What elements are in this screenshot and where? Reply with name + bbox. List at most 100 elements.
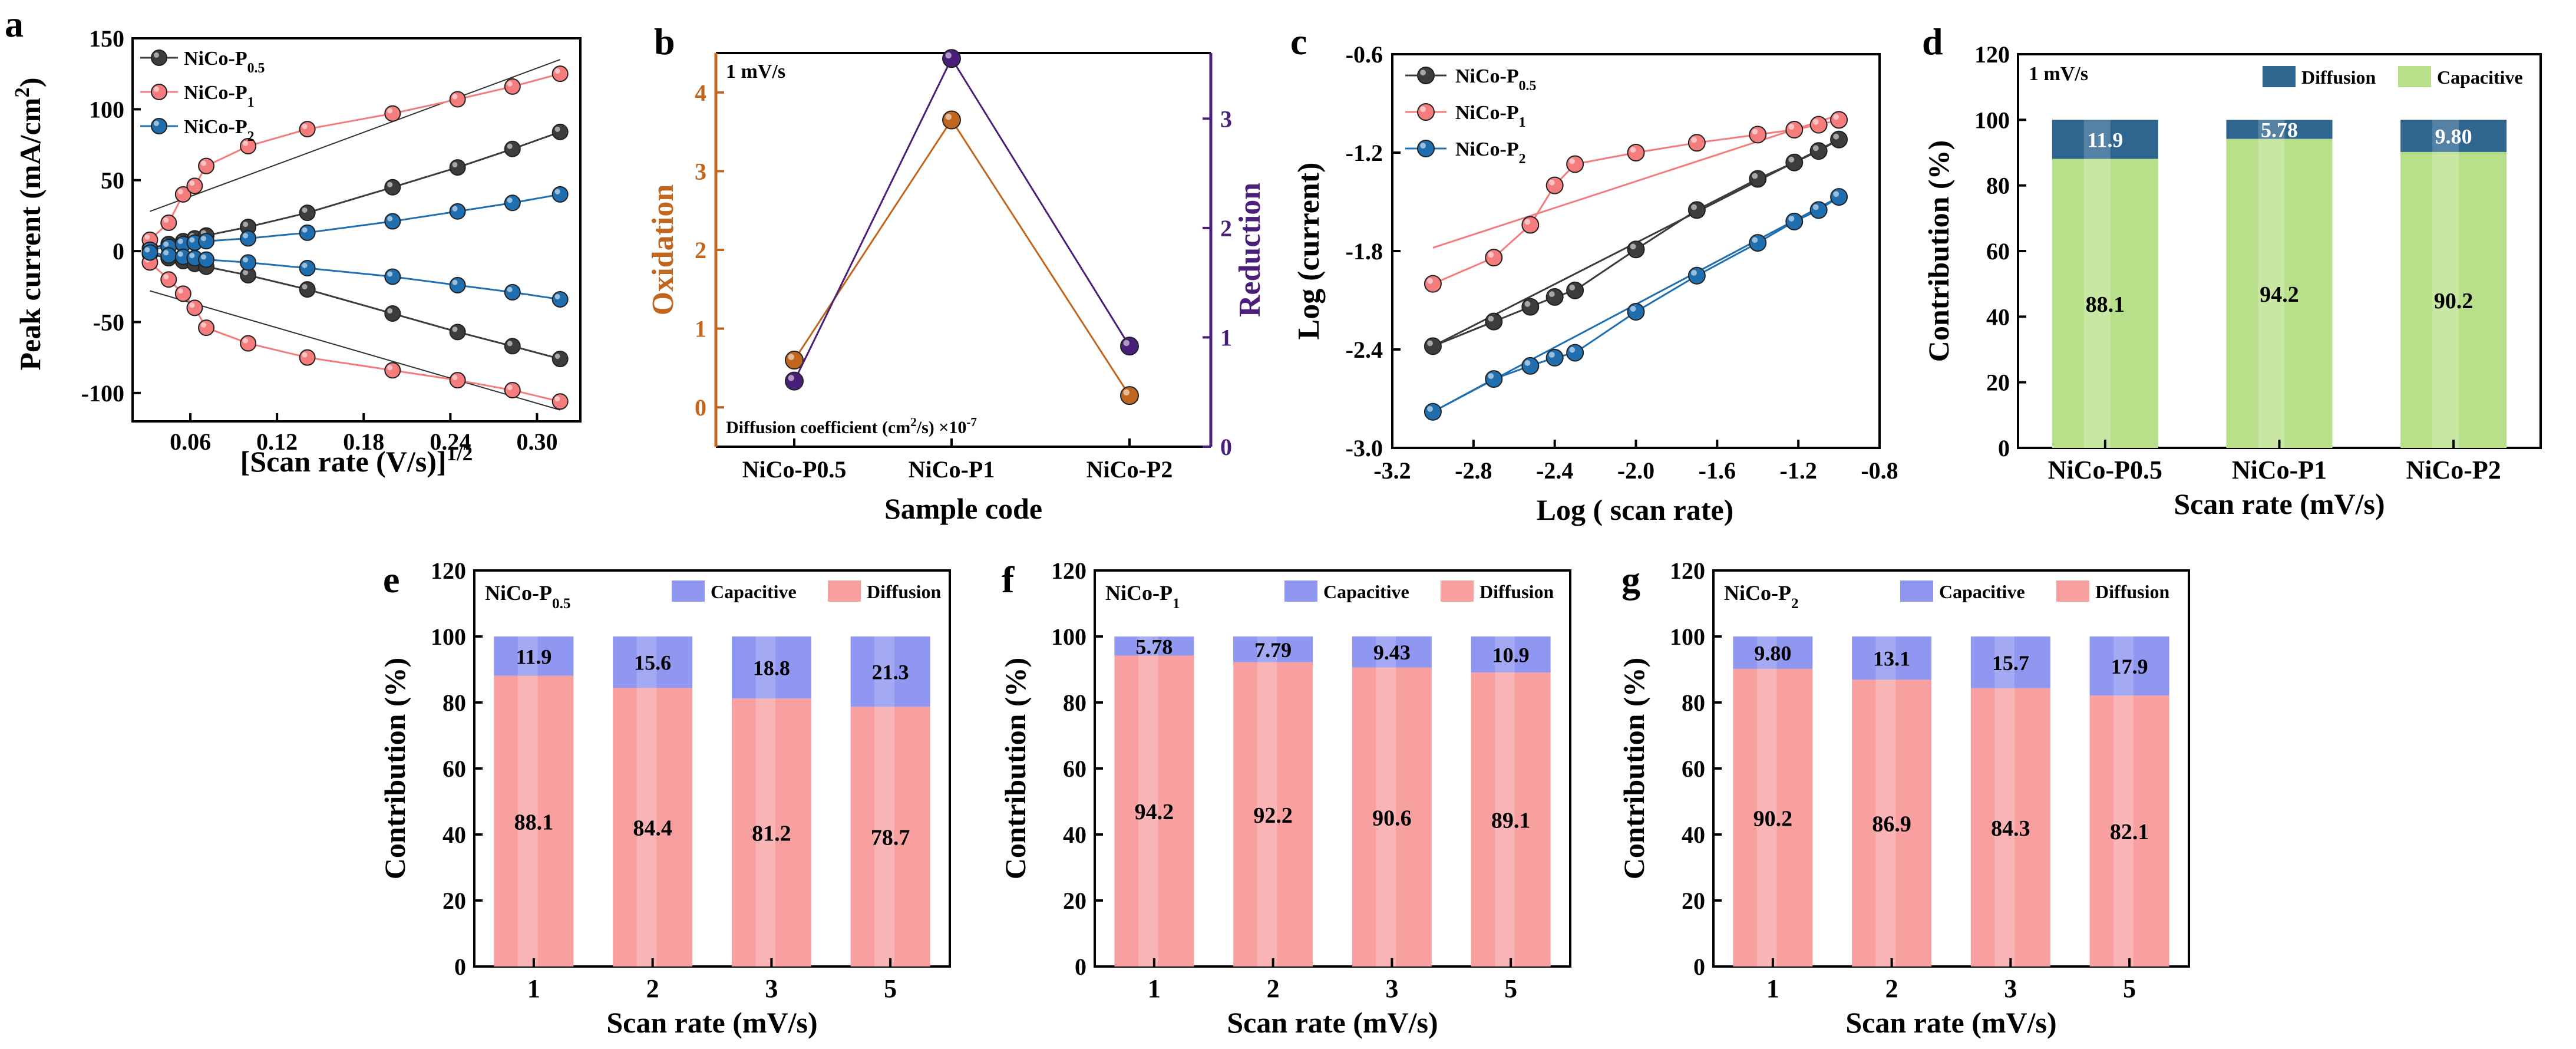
bar-bottom-segment xyxy=(2400,151,2507,448)
data-point-shine xyxy=(1812,204,1819,210)
x-axis-label: [Scan rate (V/s)]1/2 xyxy=(240,442,473,479)
data-point xyxy=(785,371,804,391)
data-point-shine xyxy=(1524,219,1531,225)
legend-label: NiCo-P1 xyxy=(1455,102,1526,130)
legend-swatch xyxy=(672,580,705,602)
bar-bottom-label: 92.2 xyxy=(1253,803,1293,828)
data-point xyxy=(1809,201,1828,219)
bar-top-label: 18.8 xyxy=(753,657,790,680)
y-tick-label-right: 3 xyxy=(1220,105,1232,132)
x-tick-label: 5 xyxy=(1504,974,1517,1003)
legend-label: Capacitive xyxy=(2437,67,2523,88)
bar-bottom-segment xyxy=(1233,662,1313,966)
bar-top-segment xyxy=(1471,636,1551,673)
data-point xyxy=(504,283,521,301)
x-tick-label: 2 xyxy=(1885,974,1898,1003)
fit-line xyxy=(1432,114,1839,249)
legend-label: Capacitive xyxy=(1939,581,2025,602)
legend-label: NiCo-P2 xyxy=(1455,138,1526,167)
text-part: 1 xyxy=(247,95,255,110)
data-point xyxy=(551,123,569,140)
panel-label-g: g xyxy=(1621,559,1640,601)
data-point-shine xyxy=(1812,118,1819,125)
data-point-shine xyxy=(452,94,458,100)
data-point xyxy=(1627,144,1645,161)
data-point xyxy=(1485,370,1503,388)
bar-bottom-segment xyxy=(850,707,930,966)
data-point-shine xyxy=(1752,237,1758,243)
bar-top-segment xyxy=(850,636,930,707)
bar-top-segment xyxy=(1970,636,2050,688)
data-point-shine xyxy=(507,384,513,391)
text-part: 2 xyxy=(247,129,255,144)
x-tick-label: -2.0 xyxy=(1617,457,1654,484)
x-tick-label: NiCo-P2 xyxy=(2406,456,2501,484)
data-point xyxy=(299,349,316,366)
y-tick-label: 120 xyxy=(1974,41,2010,68)
y-tick-label: 120 xyxy=(431,558,466,584)
bar-sheen xyxy=(1138,636,1158,656)
legend-label: Diffusion xyxy=(2095,581,2169,602)
data-point-shine xyxy=(1788,216,1795,222)
data-point-shine xyxy=(452,161,458,168)
y-tick-label: 20 xyxy=(442,888,466,914)
data-point-shine xyxy=(507,143,513,149)
data-point-shine xyxy=(1488,373,1494,380)
data-point-shine xyxy=(1833,133,1839,140)
bar-bottom-label: 89.1 xyxy=(1491,809,1531,833)
legend-marker-shine xyxy=(153,120,160,126)
legend-marker xyxy=(1417,67,1435,84)
text-part: 1 xyxy=(1519,115,1526,130)
data-point xyxy=(1120,337,1139,356)
data-point-shine xyxy=(200,160,207,166)
text-part: Diffusion coefficient (cm xyxy=(726,418,910,437)
data-point-shine xyxy=(1123,339,1130,347)
data-point-shine xyxy=(554,68,560,74)
text-part: ) xyxy=(14,78,47,88)
data-point xyxy=(1521,216,1540,234)
data-point-shine xyxy=(387,182,393,187)
bar-sheen xyxy=(874,707,894,966)
data-point xyxy=(299,260,316,276)
data-point xyxy=(240,230,257,247)
data-point-shine xyxy=(1569,285,1576,291)
y-tick-label: 80 xyxy=(1986,173,2010,199)
data-point xyxy=(1485,249,1503,267)
data-point-shine xyxy=(163,241,169,247)
data-point-shine xyxy=(788,375,794,381)
data-point xyxy=(384,213,401,230)
y-tick-label: 100 xyxy=(1670,624,1705,650)
bar-bottom-label: 78.7 xyxy=(871,826,910,850)
data-point xyxy=(1785,212,1804,230)
data-point-shine xyxy=(243,257,249,263)
y-tick-label: 150 xyxy=(89,25,124,52)
data-point-shine xyxy=(302,207,308,213)
bar-sheen xyxy=(2083,120,2111,159)
bar-top-label: 9.80 xyxy=(1754,641,1791,665)
data-point xyxy=(785,351,804,370)
bar-bottom-label: 88.1 xyxy=(514,810,554,834)
data-point-shine xyxy=(1548,352,1555,358)
y-tick-label: 20 xyxy=(1986,370,2010,396)
bar-top-label: 9.43 xyxy=(1373,641,1411,664)
bar-sheen xyxy=(636,636,657,688)
data-point xyxy=(299,281,316,298)
bar-bottom-label: 90.2 xyxy=(2434,289,2473,314)
text-part: 1 xyxy=(1173,596,1180,612)
x-tick-label: -1.2 xyxy=(1780,457,1817,484)
y-tick-label-left: 2 xyxy=(695,237,706,263)
text-part: NiCo-P xyxy=(1455,65,1519,87)
legend-swatch xyxy=(1284,580,1317,602)
bar-sheen xyxy=(1756,636,1777,669)
y-tick-label: -50 xyxy=(93,309,124,335)
data-point xyxy=(299,224,316,241)
data-point xyxy=(384,362,401,379)
legend-swatch xyxy=(828,580,861,602)
data-point xyxy=(504,382,521,399)
y-tick-label-right: 1 xyxy=(1220,324,1232,351)
data-point xyxy=(299,121,316,138)
bar-top-label: 17.9 xyxy=(2111,655,2148,678)
data-point-shine xyxy=(1691,137,1697,143)
bar-top-segment xyxy=(2226,120,2333,139)
y-axis-label-right: Reduction xyxy=(1233,183,1267,317)
